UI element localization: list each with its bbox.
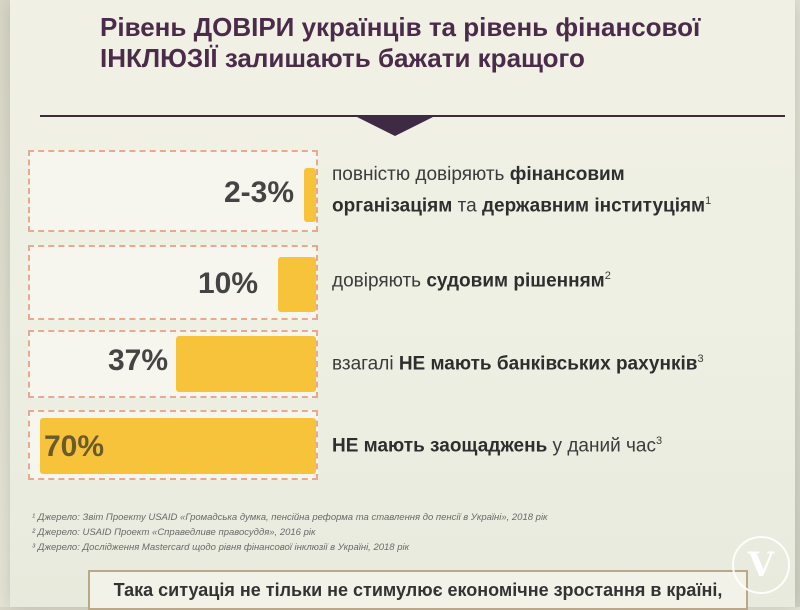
logo-letter: V bbox=[747, 545, 775, 585]
stat-description: довіряють судовим рішенням2 bbox=[332, 270, 611, 292]
stat-box bbox=[28, 245, 318, 320]
stat-box bbox=[28, 150, 318, 232]
triangle-pointer-icon bbox=[355, 116, 435, 136]
slide: Рівень ДОВІРИ українців та рівень фінанс… bbox=[10, 0, 795, 610]
stat-bar bbox=[176, 336, 316, 392]
stat-bar bbox=[278, 257, 316, 312]
title-line-2: ІНКЛЮЗІЇ залишають бажати кращого bbox=[100, 43, 585, 73]
watermark-logo-icon: V bbox=[732, 536, 790, 594]
stat-description: взагалі НЕ мають банківських рахунків3 bbox=[332, 353, 704, 375]
footnote-1: ¹ Джерело: Звіт Проекту USAID «Громадськ… bbox=[32, 512, 548, 523]
stat-bar bbox=[40, 418, 316, 474]
stat-description: повністю довіряють фінансовим організаці… bbox=[332, 164, 712, 217]
stat-percent: 37% bbox=[107, 344, 168, 377]
stat-description: НЕ мають заощаджень у даний час3 bbox=[332, 435, 663, 457]
footnote-2: ² Джерело: USAID Проект «Справедливе пра… bbox=[32, 527, 316, 538]
conclusion-text: Така ситуація не тільки не стимулює екон… bbox=[113, 580, 723, 600]
stat-percent: 2-3% bbox=[223, 176, 294, 209]
title-line-1: Рівень ДОВІРИ українців та рівень фінанс… bbox=[100, 12, 701, 42]
stat-percent: 70% bbox=[44, 430, 105, 463]
conclusion-box: Така ситуація не тільки не стимулює екон… bbox=[88, 570, 748, 610]
stat-bar bbox=[304, 168, 316, 222]
footnotes: ¹ Джерело: Звіт Проекту USAID «Громадськ… bbox=[32, 510, 548, 555]
stat-percent: 10% bbox=[197, 267, 258, 300]
footnote-3: ³ Джерело: Дослідження Mastercard щодо р… bbox=[32, 542, 410, 553]
slide-title: Рівень ДОВІРИ українців та рівень фінанс… bbox=[100, 12, 720, 74]
